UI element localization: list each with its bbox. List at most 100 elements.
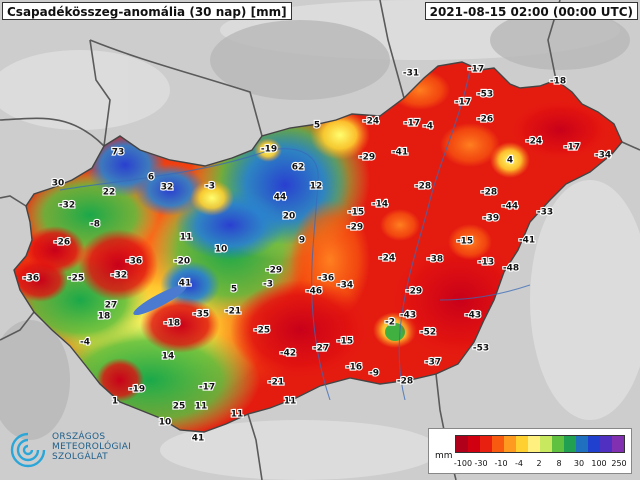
station-value-label: -35 (193, 310, 209, 320)
legend-tick-label: 100 (591, 459, 607, 468)
station-value-label: -37 (425, 358, 441, 368)
station-value-label: -52 (420, 328, 436, 338)
station-value-label: -46 (306, 287, 322, 297)
station-value-label: -13 (478, 258, 494, 268)
legend-color-swatch (612, 436, 624, 452)
station-value-label: -21 (225, 307, 241, 317)
station-value-label: -15 (348, 208, 364, 218)
station-value-label: 11 (284, 397, 297, 407)
map-timestamp: 2021-08-15 02:00 (00:00 UTC) (424, 2, 638, 20)
station-value-label: -21 (268, 378, 284, 388)
station-value-label: -53 (477, 90, 493, 100)
station-value-label: 9 (299, 236, 305, 246)
station-value-label: -24 (363, 117, 379, 127)
station-value-label: 5 (231, 285, 237, 295)
station-value-label: -27 (313, 344, 329, 354)
legend-color-swatch (492, 436, 504, 452)
map-title: Csapadékösszeg-anomália (30 nap) [mm] (2, 2, 292, 20)
legend-tick-label: -10 (494, 459, 508, 468)
station-value-label: -24 (526, 137, 542, 147)
rivers (59, 69, 531, 401)
station-value-label: 5 (314, 121, 320, 131)
legend-color-swatch (468, 436, 480, 452)
legend-tick-label: 250 (611, 459, 627, 468)
station-value-label: -34 (337, 281, 353, 291)
station-value-label: -16 (346, 363, 362, 373)
station-value-label: -34 (595, 151, 611, 161)
station-value-label: 14 (162, 352, 175, 362)
station-value-label: -3 (205, 182, 215, 192)
station-value-label: 25 (173, 402, 186, 412)
station-value-label: -29 (406, 287, 422, 297)
station-value-label: -25 (254, 326, 270, 336)
omsz-logo-text: ORSZÁGOS METEOROLÓGIAI SZOLGÁLAT (52, 432, 131, 462)
station-value-label: -33 (537, 208, 553, 218)
station-value-label: 62 (292, 163, 305, 173)
station-value-label: -18 (550, 77, 566, 87)
station-value-label: -18 (164, 319, 180, 329)
station-value-label: -43 (465, 311, 481, 321)
station-value-label: -17 (564, 143, 580, 153)
station-value-label: -4 (80, 338, 90, 348)
legend-tick-label: 30 (573, 459, 585, 468)
station-value-label: -3 (263, 280, 273, 290)
station-value-label: 44 (274, 193, 287, 203)
station-value-label: -53 (473, 344, 489, 354)
station-value-label: -48 (503, 264, 519, 274)
legend-color-swatch (516, 436, 528, 452)
station-value-label: 30 (52, 179, 65, 189)
legend-color-swatch (576, 436, 588, 452)
station-value-label: 11 (231, 410, 244, 420)
station-value-label: -20 (174, 257, 190, 267)
station-value-label: -44 (502, 202, 518, 212)
station-value-label: -26 (54, 238, 70, 248)
legend-color-swatch (600, 436, 612, 452)
omsz-logo-icon (10, 432, 46, 468)
station-value-label: 20 (283, 212, 296, 222)
legend-color-swatch (564, 436, 576, 452)
legend-tick-label: 8 (556, 459, 562, 468)
station-value-label: 1 (112, 397, 118, 407)
station-value-label: -29 (266, 266, 282, 276)
station-value-label: -19 (261, 145, 277, 155)
station-value-label: -32 (59, 201, 75, 211)
station-value-label: 10 (215, 245, 228, 255)
logo-line-2: METEOROLÓGIAI (52, 442, 132, 452)
station-value-label: -36 (126, 257, 142, 267)
legend-color-swatch (552, 436, 564, 452)
station-value-label: -31 (403, 69, 419, 79)
station-value-label: 11 (195, 402, 208, 412)
legend-tick-label: -30 (474, 459, 488, 468)
station-value-label: 12 (310, 182, 323, 192)
station-value-label: -19 (129, 385, 145, 395)
omsz-logo: ORSZÁGOS METEOROLÓGIAI SZOLGÁLAT (8, 428, 168, 472)
station-value-label: -43 (400, 311, 416, 321)
station-value-label: 27 (105, 301, 118, 311)
logo-line-1: ORSZÁGOS (52, 432, 106, 442)
legend-color-swatch (528, 436, 540, 452)
legend-color-swatch (504, 436, 516, 452)
station-value-label: 73 (112, 148, 125, 158)
station-value-label: 6 (148, 173, 154, 183)
station-value-label: -36 (318, 274, 334, 284)
station-value-label: 18 (98, 312, 111, 322)
station-value-label: -25 (68, 274, 84, 284)
station-value-label: -29 (347, 223, 363, 233)
station-value-label: 4 (507, 156, 513, 166)
lake-balaton (133, 284, 187, 316)
station-value-label: 11 (180, 233, 193, 243)
station-value-label: -17 (199, 383, 215, 393)
station-value-label: 10 (159, 418, 172, 428)
station-value-label: -41 (519, 236, 535, 246)
station-value-label: -9 (369, 369, 379, 379)
hungary-border (13, 61, 623, 433)
station-value-label: -17 (468, 65, 484, 75)
legend-color-swatch (480, 436, 492, 452)
legend-tick-label: -4 (515, 459, 523, 468)
station-value-label: -28 (415, 182, 431, 192)
station-value-label: -38 (427, 255, 443, 265)
station-value-label: -24 (379, 254, 395, 264)
station-value-label: -17 (404, 119, 420, 129)
legend-unit: mm (435, 451, 453, 461)
